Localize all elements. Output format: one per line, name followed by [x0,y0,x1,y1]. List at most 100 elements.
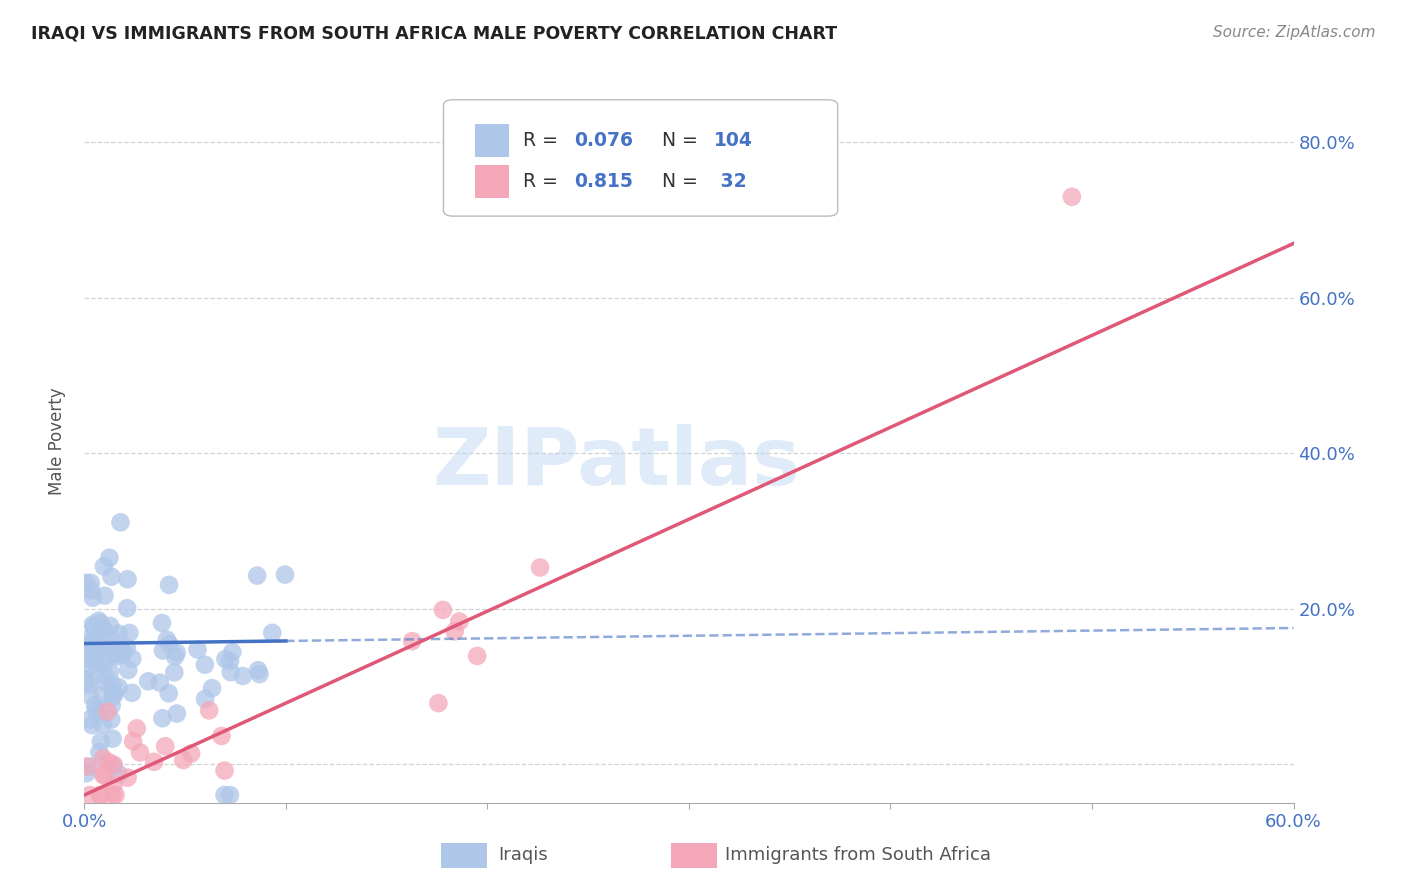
Point [232,669,254,683]
Point [93,623,115,637]
Point [94,669,117,683]
Text: 0.076: 0.076 [574,131,633,150]
Y-axis label: Male Poverty: Male Poverty [48,388,66,495]
Point [73,672,96,686]
Point [101,690,124,705]
Point [80,575,103,590]
Point [115,601,138,615]
Point [118,625,141,640]
Point [84,631,107,645]
Bar [475,165,509,198]
Point [100,570,122,584]
Point [79,760,101,774]
Point [82,591,104,605]
Point [194,692,217,706]
Point [94,675,117,690]
Point [449,615,471,629]
Text: Immigrants from South Africa: Immigrants from South Africa [725,846,991,863]
Text: N =: N = [662,172,704,191]
Point [247,663,270,677]
Point [75,673,97,688]
Point [90,622,112,636]
Point [101,788,124,802]
Text: R =: R = [523,172,564,191]
Point [89,640,111,654]
Point [80,583,103,598]
Point [96,650,118,665]
Point [157,686,180,700]
Point [150,615,173,630]
Point [87,614,110,628]
Point [86,706,108,721]
Point [221,645,243,659]
Point [90,788,112,802]
Point [91,717,114,731]
Point [79,688,101,702]
Point [90,734,112,748]
Point [465,648,488,663]
Point [98,665,121,679]
Point [93,559,115,574]
Point [246,568,269,582]
Point [103,759,125,773]
Point [77,650,100,665]
Point [104,647,127,661]
Point [211,729,233,743]
Point [214,788,236,802]
Point [198,703,221,717]
Point [86,632,108,647]
Point [97,705,120,719]
Point [157,578,180,592]
Point [80,718,103,732]
Point [100,713,122,727]
Point [103,757,125,772]
Point [103,777,125,791]
Point [122,734,145,748]
Point [107,626,129,640]
Point [98,756,121,770]
Point [165,649,187,664]
Point [129,746,152,760]
Point [77,673,100,688]
Point [84,657,107,671]
Point [155,739,177,754]
Point [111,648,134,662]
Text: 32: 32 [714,172,747,191]
Point [117,663,139,677]
Point [121,686,143,700]
Point [89,745,111,759]
Point [93,769,115,783]
Text: Iraqis: Iraqis [498,846,548,863]
Point [201,681,224,695]
Point [82,617,104,632]
Point [97,640,120,654]
Point [249,667,271,681]
Text: 0.815: 0.815 [574,172,633,191]
Point [75,652,97,666]
Point [136,674,159,689]
Point [86,659,108,673]
Bar [441,843,486,868]
Point [157,637,180,651]
Point [117,572,139,586]
Point [89,616,111,631]
Point [214,764,236,778]
Point [79,632,101,646]
Point [156,632,179,647]
Point [529,560,551,574]
Point [125,722,148,736]
Point [77,678,100,692]
Point [84,698,107,712]
Point [89,788,111,802]
Point [104,687,127,701]
Point [93,589,115,603]
Point [219,665,242,679]
Text: Source: ZipAtlas.com: Source: ZipAtlas.com [1212,25,1375,40]
Point [152,643,174,657]
Point [91,767,114,781]
Bar [475,124,509,156]
Point [100,698,122,713]
Point [110,516,132,530]
Point [98,619,121,633]
Text: R =: R = [523,131,564,150]
